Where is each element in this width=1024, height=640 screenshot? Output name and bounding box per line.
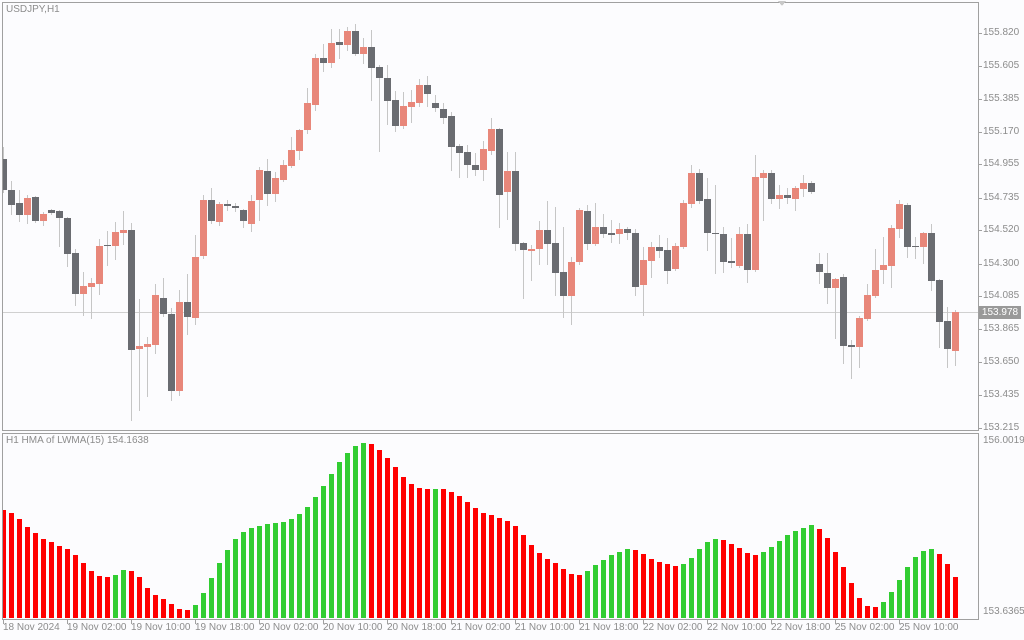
time-axis-label: 19 Nov 10:00 <box>131 622 191 633</box>
time-axis-label: 22 Nov 18:00 <box>771 622 831 633</box>
current-price-label: 153.978 <box>979 306 1021 319</box>
price-axis-label: 153.215 <box>983 422 1020 433</box>
price-axis-label: 153.650 <box>983 356 1020 367</box>
time-axis-label: 21 Nov 02:00 <box>451 622 511 633</box>
indicator-scale-max: 156.0019 <box>983 435 1024 446</box>
time-axis-label: 19 Nov 02:00 <box>67 622 127 633</box>
symbol-title: USDJPY,H1 <box>6 4 60 15</box>
price-axis-label: 155.170 <box>983 126 1020 137</box>
time-axis-label: 18 Nov 2024 <box>3 622 60 633</box>
indicator-axis[interactable]: 156.0019 153.6365 <box>979 432 1024 622</box>
price-chart-panel[interactable]: USDJPY,H1 <box>2 2 979 431</box>
indicator-title: H1 HMA of LWMA(15) 154.1638 <box>6 435 149 446</box>
time-axis[interactable]: 18 Nov 2024 19 Nov 02:00 19 Nov 10:00 19 No… <box>0 620 979 640</box>
price-axis-label: 153.435 <box>983 389 1020 400</box>
price-axis-label: 155.605 <box>983 60 1020 71</box>
time-axis-label: 20 Nov 18:00 <box>387 622 447 633</box>
time-axis-label: 22 Nov 10:00 <box>707 622 767 633</box>
price-axis-label: 155.820 <box>983 27 1020 38</box>
time-axis-label: 22 Nov 02:00 <box>643 622 703 633</box>
price-axis-label: 154.300 <box>983 258 1020 269</box>
time-axis-label: 25 Nov 02:00 <box>835 622 895 633</box>
price-axis-label: 155.385 <box>983 93 1020 104</box>
time-axis-label: 21 Nov 10:00 <box>515 622 575 633</box>
time-axis-label: 19 Nov 18:00 <box>195 622 255 633</box>
price-axis[interactable]: 155.820 155.605 155.385 155.170 154.955 154.7… <box>979 0 1024 433</box>
price-axis-label: 153.865 <box>983 323 1020 334</box>
price-axis-label: 154.735 <box>983 192 1020 203</box>
price-axis-label: 154.085 <box>983 290 1020 301</box>
price-axis-label: 154.955 <box>983 158 1020 169</box>
time-axis-label: 21 Nov 18:00 <box>579 622 639 633</box>
indicator-scale-min: 153.6365 <box>983 606 1024 617</box>
indicator-panel[interactable]: H1 HMA of LWMA(15) 154.1638 <box>2 433 979 620</box>
time-axis-label: 20 Nov 10:00 <box>323 622 383 633</box>
time-axis-label: 25 Nov 10:00 <box>899 622 959 633</box>
time-axis-label: 20 Nov 02:00 <box>259 622 319 633</box>
price-axis-label: 154.520 <box>983 224 1020 235</box>
